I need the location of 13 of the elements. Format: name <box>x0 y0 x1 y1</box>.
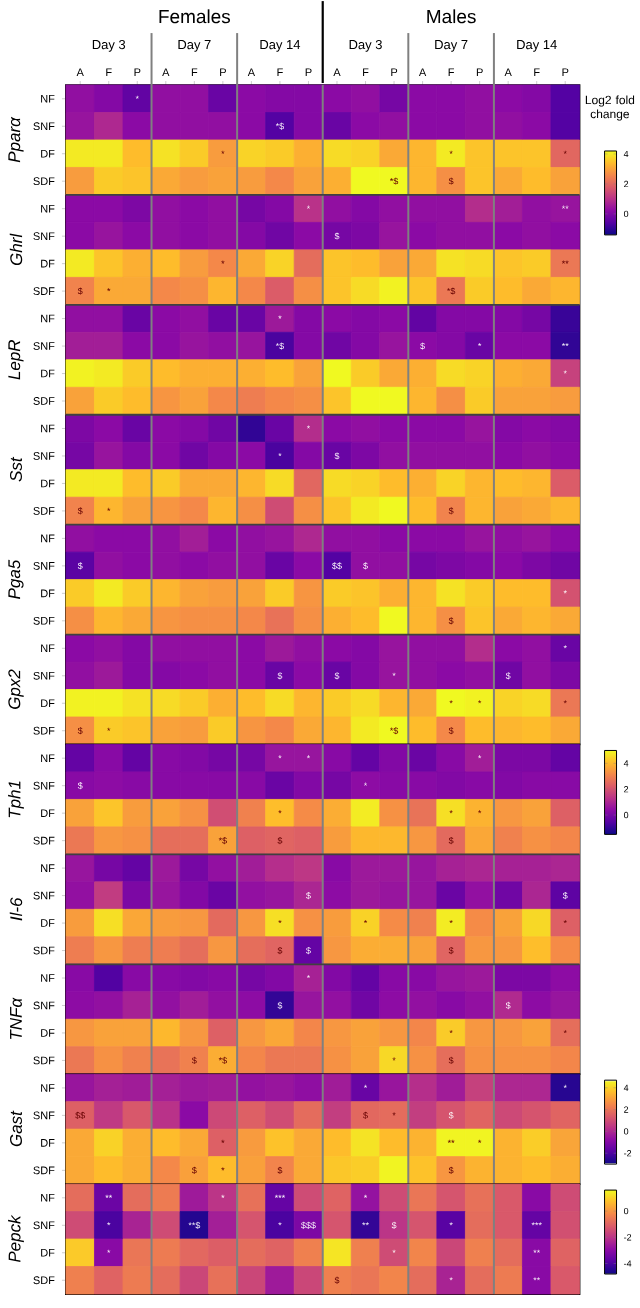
text: Males <box>427 9 477 24</box>
text: Tph1 <box>8 781 25 818</box>
text: Pparα <box>8 116 24 163</box>
text: LepR <box>8 340 24 380</box>
text: Sst <box>10 456 23 482</box>
text: Pga5 <box>8 559 24 599</box>
text: TNFα <box>10 997 23 1040</box>
text: Il-6 <box>10 897 23 921</box>
text: Pepck <box>8 1214 25 1263</box>
text: Gast <box>10 1110 23 1147</box>
text: Ghrl <box>10 233 23 266</box>
text: Gpx2 <box>8 669 24 709</box>
text: Females <box>159 9 231 24</box>
